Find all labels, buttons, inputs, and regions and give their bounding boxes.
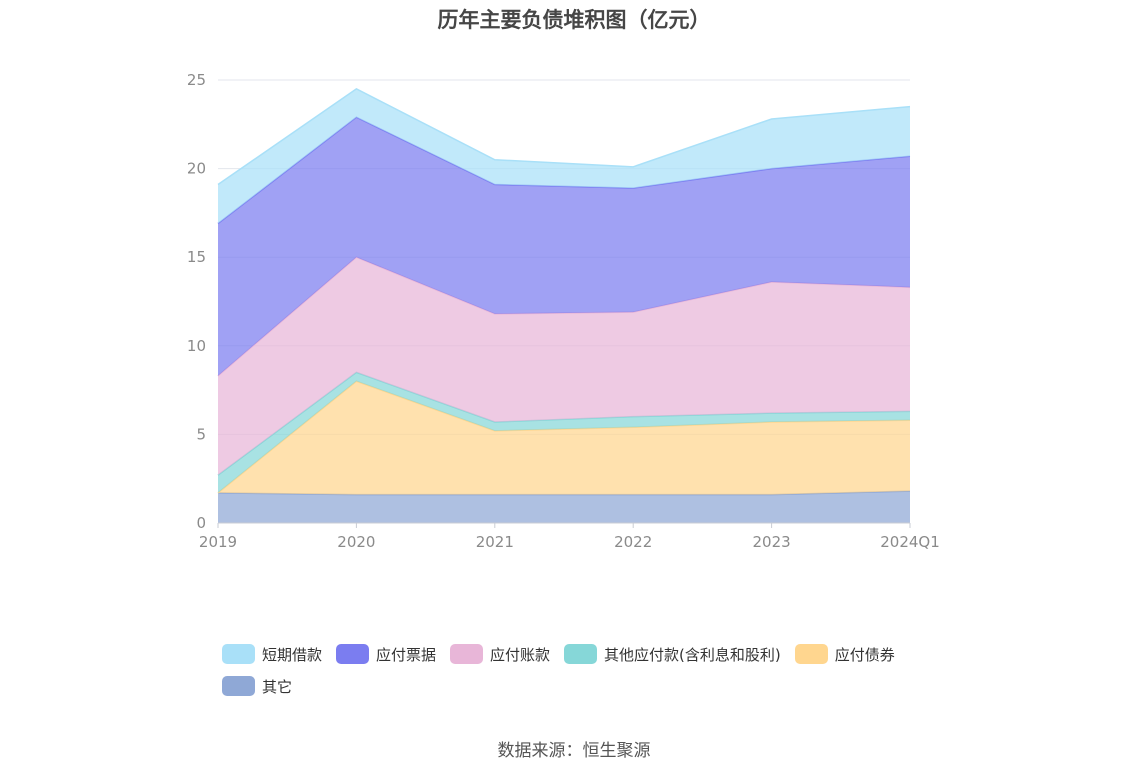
x-tick-label: 2019 bbox=[199, 533, 237, 551]
y-tick-label: 20 bbox=[187, 160, 206, 178]
area-series-4 bbox=[218, 117, 910, 376]
area-series-3 bbox=[218, 257, 910, 476]
y-tick-label: 25 bbox=[187, 71, 206, 89]
legend-label: 其他应付款(含利息和股利) bbox=[604, 645, 781, 664]
legend-swatch bbox=[794, 644, 828, 664]
area-series-5 bbox=[218, 88, 910, 224]
x-tick-label: 2024Q1 bbox=[880, 533, 940, 551]
legend-swatch bbox=[222, 644, 255, 664]
legend-label: 应付账款 bbox=[490, 645, 551, 664]
y-tick-label: 10 bbox=[187, 337, 206, 355]
y-tick-label: 0 bbox=[196, 514, 206, 532]
area-series-2-edge bbox=[217, 371, 911, 476]
legend: 短期借款 应付票据 应付账款 其他应付款(含利息和股利) 应付债券 其它 bbox=[222, 638, 982, 702]
legend-row-1: 短期借款 应付票据 应付账款 其他应付款(含利息和股利) 应付债券 bbox=[222, 638, 982, 670]
legend-label: 应付票据 bbox=[376, 645, 437, 664]
legend-label: 其它 bbox=[262, 677, 293, 696]
area-series-1 bbox=[218, 381, 910, 495]
legend-label: 应付债券 bbox=[834, 645, 895, 664]
x-tick-label: 2023 bbox=[753, 533, 791, 551]
legend-item-bonds-payable[interactable]: 应付债券 bbox=[794, 644, 895, 665]
legend-item-other[interactable]: 其它 bbox=[222, 676, 292, 697]
area-series-3-edge bbox=[217, 256, 911, 377]
area-series-0 bbox=[218, 491, 910, 523]
legend-row-2: 其它 bbox=[222, 670, 982, 702]
legend-swatch bbox=[336, 644, 370, 664]
x-tick-label: 2021 bbox=[476, 533, 514, 551]
x-tick-label: 2022 bbox=[614, 533, 652, 551]
legend-swatch bbox=[222, 676, 255, 696]
area-series-4-edge bbox=[217, 116, 911, 225]
area-series-5-edge bbox=[217, 87, 911, 186]
data-source: 数据来源：恒生聚源 bbox=[497, 741, 651, 761]
legend-label: 短期借款 bbox=[262, 645, 323, 664]
legend-item-short-term-borrowings[interactable]: 短期借款 bbox=[222, 644, 322, 665]
legend-item-notes-payable[interactable]: 应付票据 bbox=[336, 644, 436, 665]
x-tick-label: 2020 bbox=[337, 533, 375, 551]
chart-title: 历年主要负债堆积图（亿元） bbox=[437, 8, 711, 32]
y-tick-label: 5 bbox=[196, 425, 206, 443]
legend-item-other-payables[interactable]: 其他应付款(含利息和股利) bbox=[564, 644, 781, 665]
legend-swatch bbox=[450, 644, 484, 664]
legend-swatch bbox=[564, 644, 598, 664]
legend-item-accounts-payable[interactable]: 应付账款 bbox=[450, 644, 550, 665]
y-tick-label: 15 bbox=[187, 248, 206, 266]
